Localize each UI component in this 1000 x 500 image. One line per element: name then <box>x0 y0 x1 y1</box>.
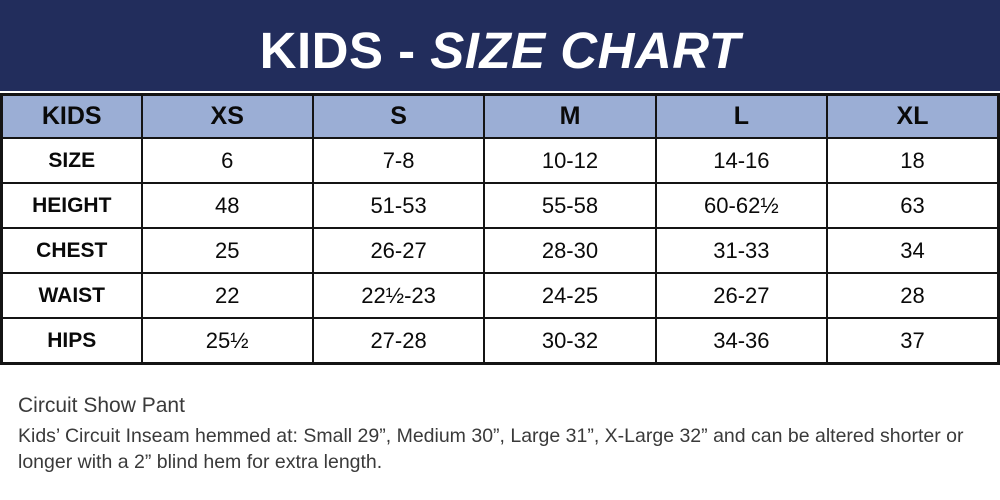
row-label-size: SIZE <box>0 137 143 184</box>
column-header-kids: KIDS <box>0 93 143 139</box>
column-header-xs: XS <box>140 93 314 139</box>
table-row-chest: CHEST 25 26-27 28-30 31-33 34 <box>0 227 1000 274</box>
table-cell: 28-30 <box>483 227 657 274</box>
table-cell: 6 <box>140 137 314 184</box>
row-label-height: HEIGHT <box>0 182 143 229</box>
column-header-s: S <box>311 93 486 139</box>
table-row-waist: WAIST 22 22½-23 24-25 26-27 28 <box>0 272 1000 319</box>
table-row-height: HEIGHT 48 51-53 55-58 60-62½ 63 <box>0 182 1000 229</box>
table-cell: 30-32 <box>483 317 657 365</box>
table-cell: 25½ <box>140 317 314 365</box>
column-header-l: L <box>654 93 829 139</box>
page-title: KIDS - SIZE CHART <box>260 21 741 80</box>
page-title-emphasis: SIZE CHART <box>430 22 741 79</box>
table-cell: 22½-23 <box>311 272 486 319</box>
table-row-hips: HIPS 25½ 27-28 30-32 34-36 37 <box>0 317 1000 365</box>
table-cell: 14-16 <box>654 137 829 184</box>
product-name: Circuit Show Pant <box>18 394 185 417</box>
table-cell: 37 <box>826 317 1000 365</box>
column-header-m: M <box>483 93 657 139</box>
inseam-note: Kids’ Circuit Inseam hemmed at: Small 29… <box>18 425 964 473</box>
row-label-waist: WAIST <box>0 272 143 319</box>
table-cell: 24-25 <box>483 272 657 319</box>
table-cell: 26-27 <box>311 227 486 274</box>
table-cell: 48 <box>140 182 314 229</box>
table-cell: 51-53 <box>311 182 486 229</box>
footer-notes: Circuit Show Pant Kids’ Circuit Inseam h… <box>0 365 1000 475</box>
table-cell: 60-62½ <box>654 182 829 229</box>
table-cell: 25 <box>140 227 314 274</box>
table-row-size: SIZE 6 7-8 10-12 14-16 18 <box>0 137 1000 184</box>
column-header-xl: XL <box>826 93 1000 139</box>
table-cell: 63 <box>826 182 1000 229</box>
size-table: KIDS XS S M L XL SIZE 6 7-8 10-12 14-16 … <box>0 93 1000 365</box>
row-label-hips: HIPS <box>0 317 143 365</box>
table-cell: 55-58 <box>483 182 657 229</box>
table-cell: 34-36 <box>654 317 829 365</box>
table-cell: 27-28 <box>311 317 486 365</box>
table-cell: 18 <box>826 137 1000 184</box>
title-banner: KIDS - SIZE CHART <box>0 0 1000 91</box>
page-title-prefix: KIDS - <box>259 22 431 79</box>
table-cell: 34 <box>826 227 1000 274</box>
table-cell: 28 <box>826 272 1000 319</box>
table-cell: 31-33 <box>654 227 829 274</box>
table-header-row: KIDS XS S M L XL <box>0 93 1000 139</box>
table-cell: 26-27 <box>654 272 829 319</box>
table-cell: 22 <box>140 272 314 319</box>
table-cell: 10-12 <box>483 137 657 184</box>
row-label-chest: CHEST <box>0 227 143 274</box>
table-cell: 7-8 <box>311 137 486 184</box>
